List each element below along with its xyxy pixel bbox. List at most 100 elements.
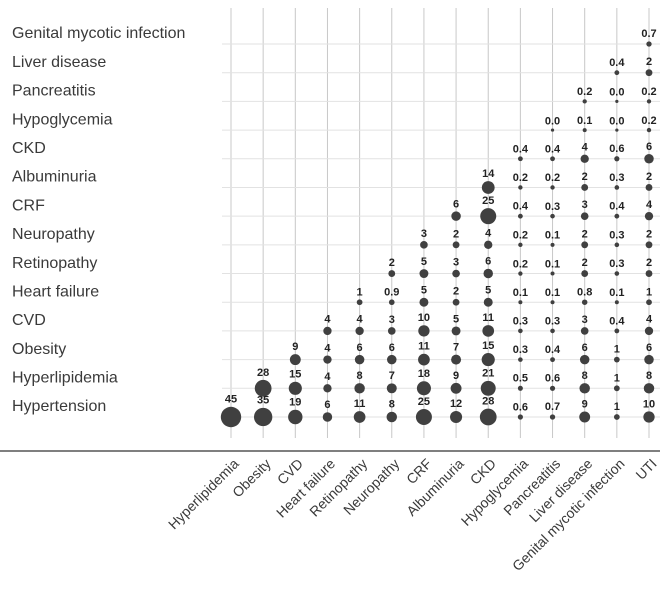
bubble — [288, 381, 302, 395]
data-label: 15 — [482, 340, 494, 352]
row-label: Hypertension — [12, 398, 106, 415]
data-label: 3 — [421, 228, 427, 240]
data-label: 2 — [582, 171, 588, 183]
bubble — [517, 414, 523, 420]
row-label: Hyperlipidemia — [12, 370, 118, 387]
bubble — [415, 408, 432, 426]
bubble — [550, 185, 555, 190]
bubble — [517, 156, 523, 162]
data-label: 14 — [482, 168, 495, 180]
bubble — [646, 127, 652, 133]
bubble — [387, 327, 396, 335]
bubble — [550, 128, 555, 132]
data-label: 28 — [482, 396, 494, 408]
bubble — [450, 382, 462, 394]
bubble — [386, 383, 397, 394]
data-label: 6 — [357, 342, 363, 354]
bubble — [646, 299, 652, 306]
data-label: 4 — [324, 342, 331, 354]
row-label: Obesity — [12, 341, 66, 358]
data-label: 2 — [646, 56, 652, 68]
bubble — [614, 300, 619, 305]
bubble — [549, 414, 556, 420]
data-label: 4 — [646, 199, 653, 211]
data-label: 6 — [324, 399, 330, 411]
data-label: 6 — [646, 141, 652, 153]
bubble — [646, 99, 652, 104]
bubble — [615, 128, 619, 132]
data-label: 3 — [453, 257, 459, 269]
bubble — [643, 411, 655, 423]
data-label: 0.6 — [513, 401, 528, 413]
bubble — [550, 271, 555, 276]
data-label: 0.3 — [609, 172, 624, 184]
data-label: 6 — [485, 256, 491, 268]
data-label: 7 — [389, 370, 395, 382]
bubble — [518, 185, 523, 190]
data-label: 4 — [357, 314, 364, 326]
bubble — [323, 355, 332, 364]
bubble — [517, 213, 523, 219]
bubble — [614, 271, 620, 276]
data-label: 8 — [357, 370, 363, 382]
data-label: 35 — [257, 395, 269, 407]
bubble — [549, 385, 556, 391]
bubble — [644, 154, 654, 164]
bubble — [323, 384, 332, 393]
data-label: 0.4 — [609, 315, 625, 327]
bubble — [614, 156, 620, 162]
bubble — [614, 185, 620, 190]
bubble — [614, 242, 620, 248]
bubble — [483, 268, 493, 279]
bubble — [645, 270, 653, 277]
row-label: Retinopathy — [12, 255, 97, 272]
bubble — [518, 357, 523, 362]
bubble — [518, 242, 523, 248]
bubble — [644, 326, 654, 336]
bubble — [253, 407, 273, 427]
bubble — [452, 241, 460, 249]
row-label: CKD — [12, 140, 46, 157]
bubble — [579, 354, 590, 365]
data-label: 5 — [421, 285, 427, 297]
data-label: 0.1 — [513, 287, 528, 299]
data-label: 25 — [418, 396, 430, 408]
data-label: 0.2 — [513, 172, 528, 184]
bubble — [613, 414, 620, 420]
data-label: 2 — [389, 257, 395, 269]
bubble — [484, 240, 493, 250]
bubble — [550, 357, 555, 363]
data-label: 0.4 — [545, 143, 561, 155]
bubble — [645, 69, 653, 77]
bubble — [451, 211, 461, 221]
data-label: 45 — [225, 394, 237, 406]
data-label: 8 — [582, 370, 588, 382]
bubble — [353, 411, 366, 423]
data-label: 25 — [482, 195, 494, 207]
bubble — [646, 41, 652, 47]
data-label: 9 — [453, 370, 459, 382]
bubble — [388, 299, 395, 306]
bubble — [581, 299, 588, 305]
data-label: 3 — [582, 314, 588, 326]
bubble — [451, 354, 462, 365]
data-label: 1 — [646, 286, 652, 298]
data-label: 0.2 — [641, 86, 656, 98]
data-label: 4 — [582, 142, 589, 154]
bubble — [645, 184, 653, 191]
row-label: Hypoglycemia — [12, 111, 113, 128]
bubble — [418, 353, 430, 366]
data-label: 3 — [582, 199, 588, 211]
bubble — [420, 241, 428, 249]
bubble — [354, 383, 365, 394]
data-label: 0.0 — [609, 115, 624, 127]
data-label: 0.8 — [577, 286, 592, 298]
bubble — [644, 211, 654, 221]
data-label: 0.3 — [513, 344, 528, 356]
bubble — [518, 328, 523, 334]
data-label: 1 — [357, 286, 363, 298]
data-label: 2 — [646, 257, 652, 269]
bubble — [452, 269, 460, 278]
data-label: 0.3 — [513, 316, 528, 328]
